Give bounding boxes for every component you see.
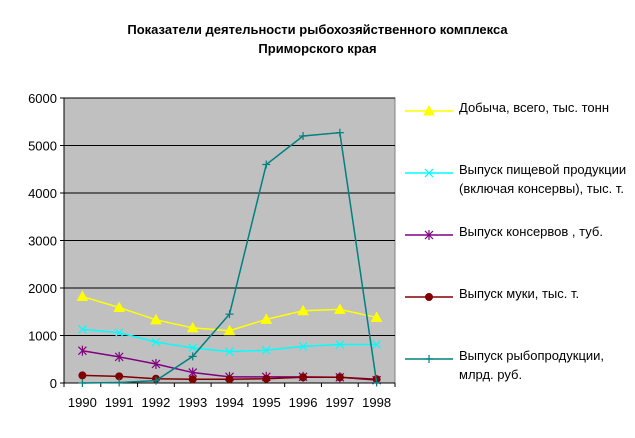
data-point (299, 373, 308, 382)
data-point (151, 337, 161, 347)
data-point (188, 343, 198, 353)
legend-swatch (405, 355, 453, 363)
chart-title-line-1: Показатели деятельности рыбохозяйственно… (127, 22, 508, 37)
data-point (335, 340, 345, 349)
data-point (150, 313, 162, 325)
data-point (76, 290, 89, 302)
data-point (262, 160, 271, 169)
x-tick-label: 1990 (68, 395, 97, 410)
data-point (423, 104, 435, 116)
legend-item: Выпуск рыбопродукции, млрд. руб. (403, 346, 633, 384)
data-point (372, 340, 382, 349)
y-tick-label: 5000 (28, 139, 57, 154)
legend-label: Добыча, всего, тыс. тонн (459, 100, 610, 115)
data-point (225, 310, 234, 319)
data-point (297, 304, 309, 316)
data-point (335, 373, 344, 382)
x-tick-label: 1997 (325, 395, 354, 410)
y-tick-label: 4000 (28, 186, 57, 201)
data-point (333, 303, 346, 314)
chart-title-line-2: Приморского края (258, 41, 377, 56)
legend-swatch (405, 104, 453, 116)
data-point (186, 321, 199, 333)
data-point (151, 376, 160, 385)
x-tick-label: 1995 (252, 395, 281, 410)
data-point (298, 342, 308, 351)
legend-item: Выпуск пищевой продукции (включая консер… (403, 160, 633, 217)
x-tick-label: 1991 (105, 395, 134, 410)
legend-item: Добыча, всего, тыс. тонн (403, 98, 633, 136)
legend-swatch (405, 168, 453, 178)
data-point (262, 374, 271, 383)
data-point (260, 313, 273, 324)
data-point (114, 351, 124, 362)
data-point (188, 352, 197, 361)
legend-label: Выпуск муки, тыс. т. (459, 286, 580, 301)
legend-label: Выпуск пищевой продукции (включая консер… (459, 162, 627, 196)
y-tick-label: 2000 (28, 281, 57, 296)
data-point (424, 168, 434, 178)
series-layer (76, 128, 383, 387)
legend-swatch (405, 230, 453, 240)
legend-item: Выпуск муки, тыс. т. (403, 284, 633, 303)
gridlines (64, 97, 395, 336)
legend-item: Выпуск консервов , туб. (403, 222, 633, 241)
y-tick-label: 1000 (28, 329, 57, 344)
data-point (77, 345, 87, 356)
data-point (225, 375, 234, 384)
data-point (425, 355, 433, 363)
x-tick-label: 1998 (362, 395, 391, 410)
data-point (78, 371, 87, 380)
data-point (335, 128, 344, 137)
data-point (114, 328, 124, 338)
data-point (115, 378, 124, 387)
x-tick-label: 1996 (289, 395, 318, 410)
data-point (78, 379, 87, 387)
data-point (299, 132, 308, 140)
data-point (151, 359, 161, 369)
legend-swatch (405, 293, 453, 301)
x-tick-label: 1994 (215, 395, 244, 410)
legend-label: Выпуск консервов , туб. (459, 224, 603, 239)
x-tick-label: 1993 (178, 395, 207, 410)
x-tick-label: 1992 (141, 395, 170, 410)
data-point (370, 311, 383, 322)
axes: 0 1000 2000 3000 4000 5000 6000 1990 1991 1992 199… (28, 91, 396, 410)
y-tick-label: 0 (50, 376, 57, 391)
legend-label: Выпуск рыбопродукции, млрд. руб. (459, 348, 605, 382)
data-point (372, 378, 381, 387)
data-point (425, 293, 433, 301)
y-tick-label: 6000 (28, 91, 57, 106)
data-point (261, 345, 271, 355)
data-point (77, 324, 87, 334)
data-point (188, 375, 197, 384)
data-point (223, 324, 236, 336)
data-point (424, 230, 434, 240)
data-point (225, 347, 234, 357)
y-tick-label: 3000 (28, 234, 57, 249)
data-point (113, 301, 126, 312)
